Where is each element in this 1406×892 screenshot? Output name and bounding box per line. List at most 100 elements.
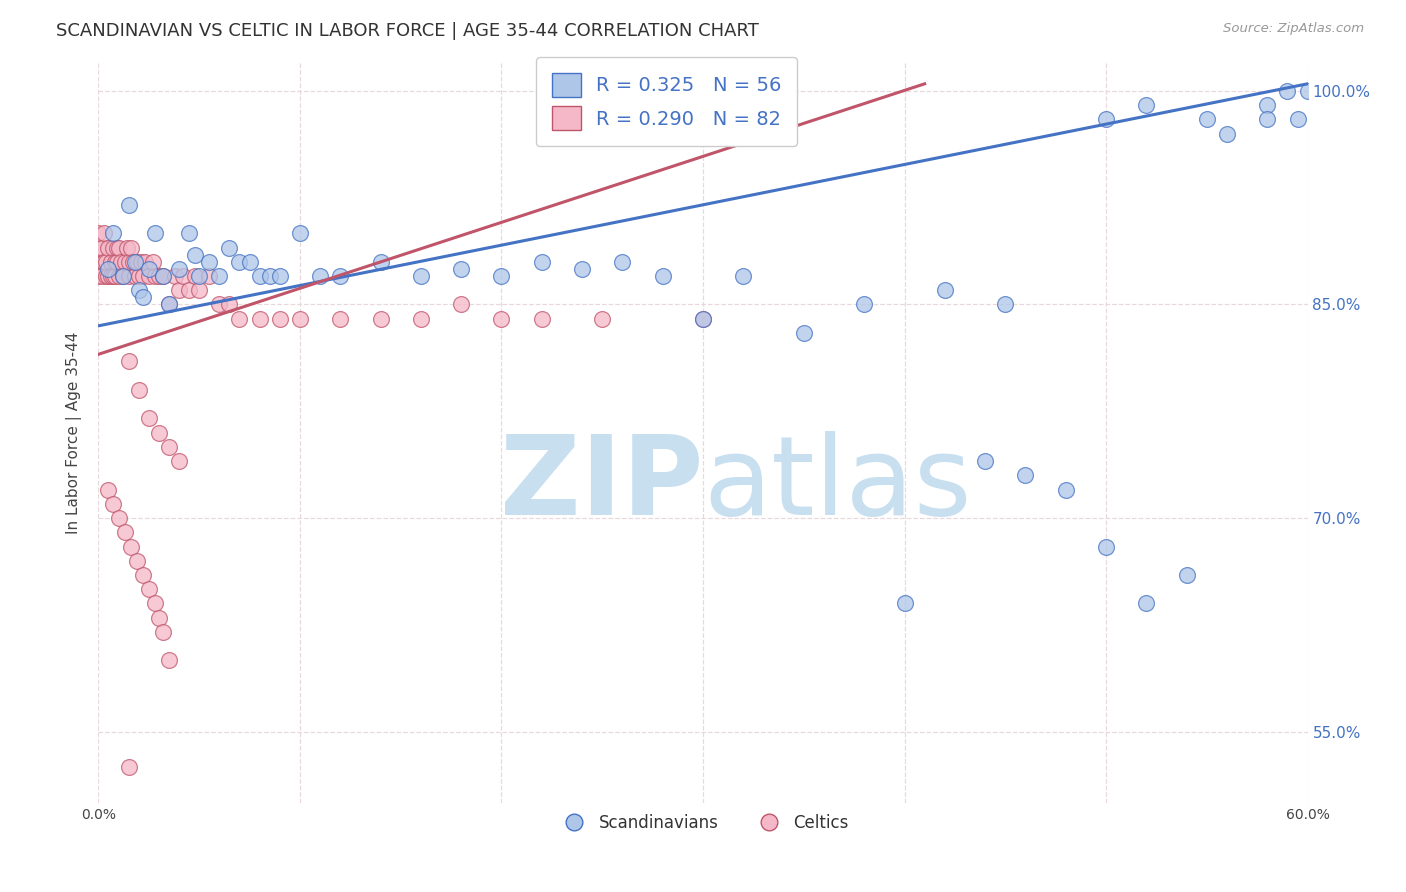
Legend: Scandinavians, Celtics: Scandinavians, Celtics — [550, 807, 856, 838]
Point — [249, 268, 271, 283]
Point — [129, 254, 152, 268]
Point — [733, 268, 755, 283]
Point — [87, 254, 110, 268]
Point — [793, 326, 815, 340]
Point — [288, 227, 311, 241]
Point — [148, 611, 170, 625]
Point — [157, 653, 180, 667]
Point — [893, 597, 915, 611]
Point — [1175, 568, 1198, 582]
Point — [309, 268, 332, 283]
Point — [1195, 112, 1218, 127]
Point — [97, 483, 120, 497]
Point — [103, 268, 125, 283]
Point — [288, 311, 311, 326]
Point — [1135, 98, 1157, 112]
Point — [651, 268, 673, 283]
Point — [157, 440, 180, 454]
Point — [184, 268, 207, 283]
Point — [101, 497, 124, 511]
Point — [1054, 483, 1077, 497]
Point — [97, 268, 120, 283]
Point — [101, 268, 124, 283]
Point — [152, 268, 174, 283]
Point — [218, 297, 240, 311]
Point — [571, 261, 593, 276]
Point — [1296, 84, 1319, 98]
Point — [128, 268, 150, 283]
Point — [692, 311, 714, 326]
Point — [91, 241, 114, 255]
Point — [591, 311, 613, 326]
Point — [228, 254, 250, 268]
Point — [105, 254, 128, 268]
Text: Source: ZipAtlas.com: Source: ZipAtlas.com — [1223, 22, 1364, 36]
Point — [974, 454, 997, 468]
Point — [107, 241, 129, 255]
Point — [184, 247, 207, 261]
Point — [167, 454, 190, 468]
Point — [87, 268, 110, 283]
Point — [120, 241, 142, 255]
Point — [132, 268, 155, 283]
Point — [1014, 468, 1036, 483]
Point — [97, 261, 120, 276]
Point — [138, 582, 160, 597]
Point — [134, 254, 156, 268]
Point — [143, 597, 166, 611]
Point — [269, 311, 291, 326]
Point — [167, 283, 190, 297]
Point — [1135, 597, 1157, 611]
Point — [692, 311, 714, 326]
Point — [138, 411, 160, 425]
Point — [208, 297, 231, 311]
Point — [934, 283, 956, 297]
Text: atlas: atlas — [703, 431, 972, 538]
Point — [115, 241, 138, 255]
Point — [259, 268, 281, 283]
Point — [172, 268, 194, 283]
Point — [111, 268, 134, 283]
Point — [1286, 112, 1309, 127]
Point — [114, 525, 136, 540]
Point — [179, 283, 201, 297]
Point — [329, 311, 352, 326]
Point — [118, 198, 141, 212]
Point — [93, 227, 115, 241]
Point — [138, 261, 160, 276]
Point — [218, 241, 240, 255]
Text: SCANDINAVIAN VS CELTIC IN LABOR FORCE | AGE 35-44 CORRELATION CHART: SCANDINAVIAN VS CELTIC IN LABOR FORCE | … — [56, 22, 759, 40]
Point — [148, 268, 170, 283]
Point — [450, 297, 472, 311]
Point — [142, 254, 165, 268]
Point — [125, 554, 148, 568]
Point — [128, 383, 150, 397]
Point — [329, 268, 352, 283]
Point — [530, 311, 553, 326]
Point — [124, 268, 146, 283]
Point — [491, 268, 513, 283]
Point — [208, 268, 231, 283]
Point — [409, 268, 432, 283]
Point — [101, 227, 124, 241]
Point — [239, 254, 262, 268]
Point — [105, 241, 128, 255]
Point — [100, 254, 122, 268]
Point — [87, 227, 110, 241]
Point — [269, 268, 291, 283]
Point — [143, 227, 166, 241]
Point — [132, 290, 155, 304]
Point — [179, 227, 201, 241]
Point — [612, 254, 634, 268]
Point — [1095, 540, 1118, 554]
Text: ZIP: ZIP — [499, 431, 703, 538]
Point — [128, 283, 150, 297]
Point — [167, 261, 190, 276]
Y-axis label: In Labor Force | Age 35-44: In Labor Force | Age 35-44 — [66, 332, 83, 533]
Point — [370, 311, 392, 326]
Point — [114, 254, 136, 268]
Point — [1256, 112, 1278, 127]
Point — [107, 511, 129, 525]
Point — [138, 268, 160, 283]
Point — [96, 254, 118, 268]
